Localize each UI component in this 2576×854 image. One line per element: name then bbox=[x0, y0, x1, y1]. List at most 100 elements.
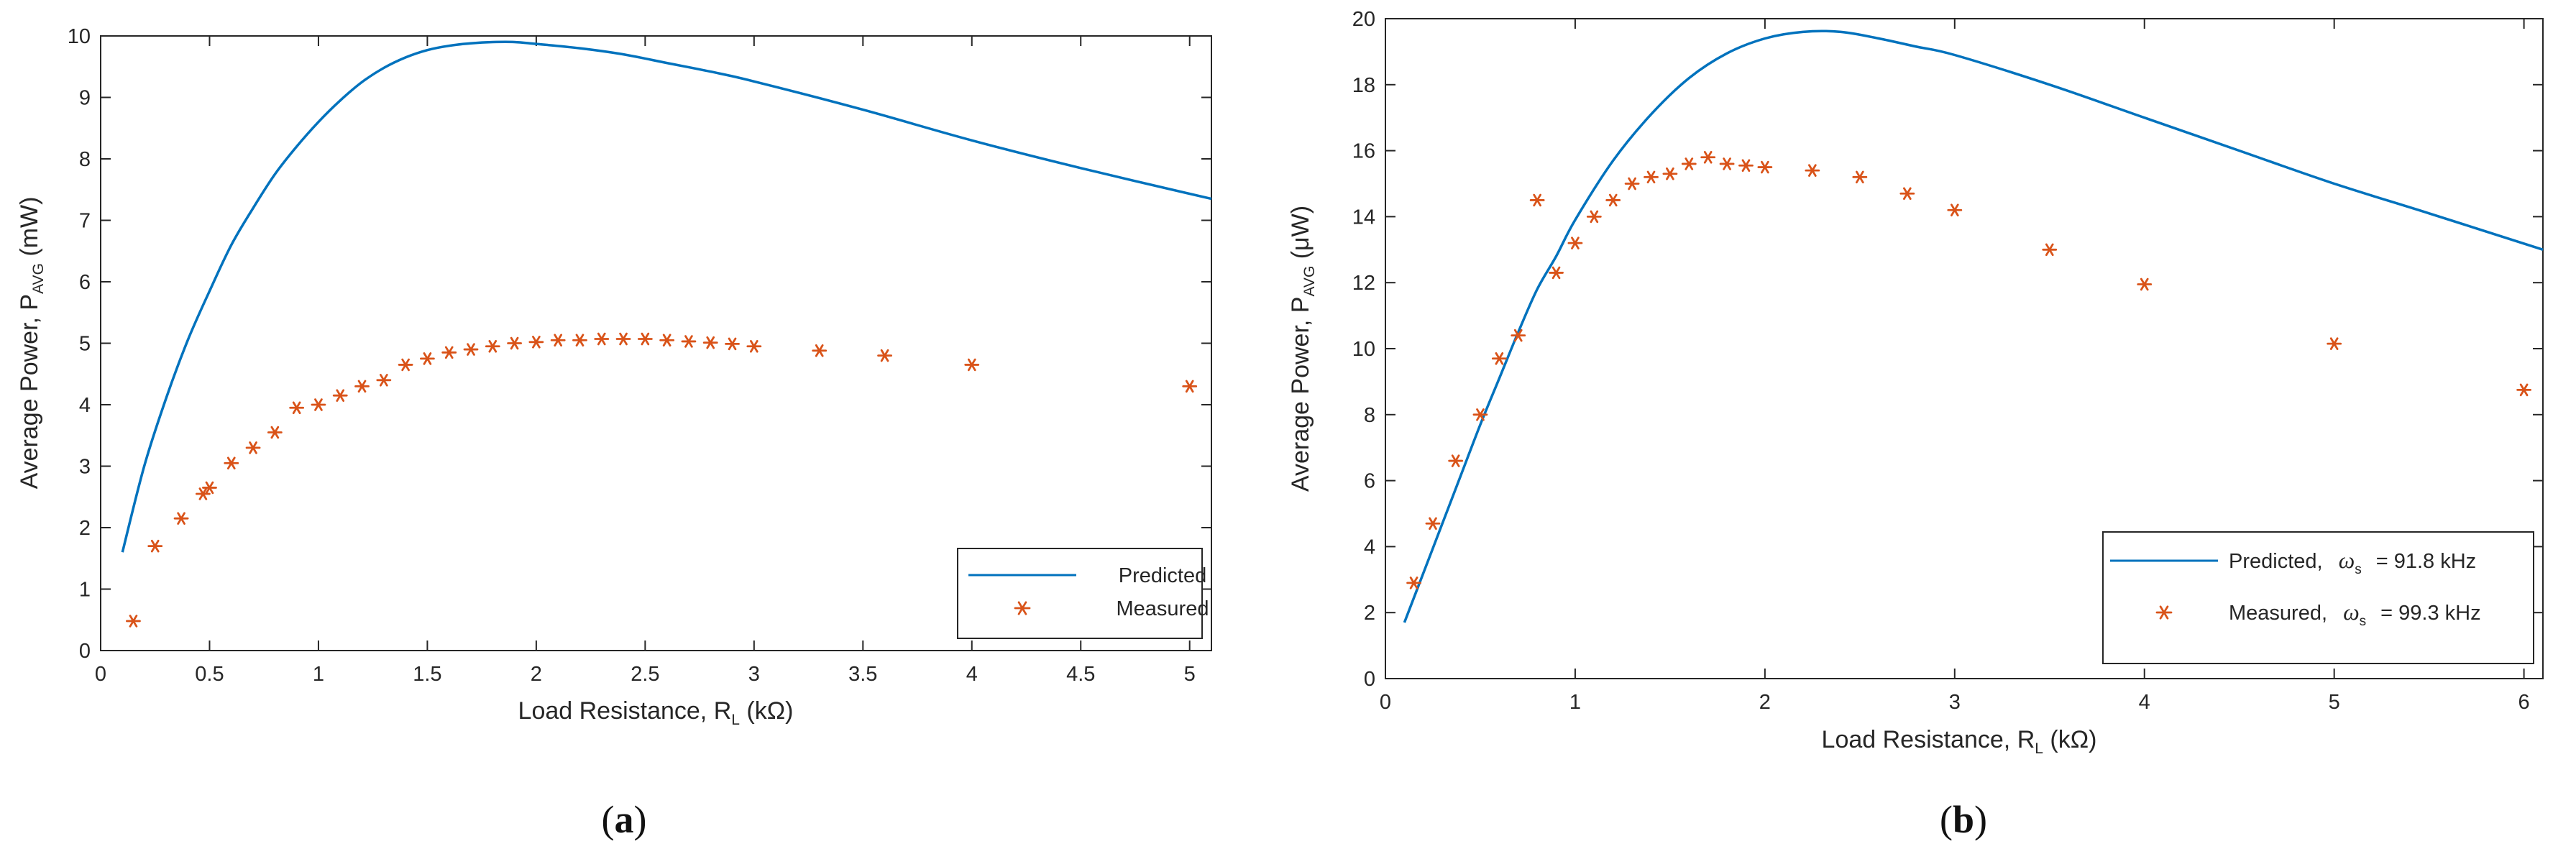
measured-point bbox=[1586, 210, 1602, 224]
measured-point bbox=[1947, 203, 1963, 217]
measured-markers-b bbox=[1406, 150, 2532, 589]
measured-point bbox=[485, 339, 500, 353]
x-tick-label: 3 bbox=[1949, 691, 1961, 714]
measured-point bbox=[224, 456, 239, 470]
measured-point bbox=[1681, 157, 1697, 170]
y-tick-label: 4 bbox=[1364, 536, 1375, 559]
y-tick-label: 10 bbox=[68, 25, 91, 48]
measured-point bbox=[1719, 157, 1735, 170]
legend-label-measured-a: Measured bbox=[1117, 597, 1209, 620]
measured-point bbox=[1624, 177, 1640, 190]
measured-point bbox=[1700, 150, 1716, 164]
x-tick-labels-b: 0 1 2 3 4 5 6 bbox=[1380, 691, 2530, 714]
y-axis-label-b: Average Power, PAVG (μW) bbox=[1287, 206, 1318, 492]
y-tick-label: 10 bbox=[1352, 338, 1375, 361]
x-tick-label: 6 bbox=[2518, 691, 2530, 714]
x-tick-label: 5 bbox=[2329, 691, 2340, 714]
measured-point bbox=[702, 336, 718, 349]
y-tick-labels-a: 0 1 2 3 4 5 6 7 8 9 10 bbox=[68, 25, 91, 663]
x-axis-label-b: Load Resistance, RL (kΩ) bbox=[1822, 726, 2097, 757]
y-tick-label: 14 bbox=[1352, 206, 1375, 229]
y-tick-label: 6 bbox=[79, 271, 91, 294]
measured-markers-a bbox=[126, 332, 1198, 628]
y-tick-label: 5 bbox=[79, 333, 91, 356]
measured-point bbox=[507, 336, 522, 350]
x-tick-label: 4 bbox=[966, 663, 978, 686]
measured-point bbox=[311, 398, 326, 411]
measured-point bbox=[1182, 380, 1198, 393]
measured-point bbox=[746, 339, 762, 353]
x-tick-label: 0 bbox=[95, 663, 106, 686]
legend-label-predicted-b: Predicted, ωs = 91.8 kHz bbox=[2229, 547, 2476, 577]
x-tick-label: 4 bbox=[2139, 691, 2150, 714]
y-tick-label: 2 bbox=[1364, 602, 1375, 625]
y-tick-label: 8 bbox=[79, 148, 91, 171]
caption-b: (b) bbox=[1940, 798, 1987, 841]
measured-point bbox=[1805, 164, 1820, 177]
measured-point bbox=[550, 334, 566, 347]
measured-point bbox=[964, 358, 980, 372]
measured-point bbox=[594, 332, 610, 346]
measured-point bbox=[1491, 352, 1507, 365]
measured-point bbox=[398, 358, 413, 372]
legend-a: Predicted Measured bbox=[957, 548, 1209, 639]
legend-label-predicted-a: Predicted bbox=[1119, 564, 1207, 587]
measured-point bbox=[289, 401, 305, 415]
legend-label-measured-b: Measured, ωs = 99.3 kHz bbox=[2229, 599, 2481, 629]
measured-point bbox=[1529, 193, 1545, 207]
measured-point bbox=[441, 346, 457, 359]
measured-point bbox=[1757, 160, 1773, 174]
y-tick-label: 6 bbox=[1364, 470, 1375, 493]
measured-point bbox=[615, 332, 631, 346]
measured-point bbox=[637, 332, 653, 346]
measured-point bbox=[202, 481, 217, 495]
y-tick-label: 7 bbox=[79, 210, 91, 233]
measured-point bbox=[126, 615, 141, 628]
x-tick-labels-a: 0 0.5 1 1.5 2 2.5 3 3.5 4 4.5 5 bbox=[95, 663, 1196, 686]
measured-point bbox=[267, 426, 283, 439]
measured-point bbox=[2042, 243, 2058, 257]
y-tick-label: 0 bbox=[1364, 668, 1375, 691]
y-tick-labels-b: 0 2 4 6 8 10 12 14 16 18 20 bbox=[1352, 8, 1375, 691]
measured-point bbox=[1567, 237, 1583, 249]
axis-ticks-b bbox=[1385, 18, 2543, 679]
x-tick-label: 3.5 bbox=[848, 663, 877, 686]
measured-point bbox=[332, 389, 348, 402]
legend-measured-marker-b bbox=[2155, 605, 2173, 620]
measured-point bbox=[2137, 277, 2153, 291]
measured-point bbox=[1662, 167, 1678, 180]
y-tick-label: 2 bbox=[79, 517, 91, 540]
legend-b: Predicted, ωs = 91.8 kHz Measured, ωs = 99… bbox=[2102, 531, 2534, 664]
x-tick-label: 3 bbox=[748, 663, 760, 686]
x-tick-label: 1 bbox=[313, 663, 324, 686]
measured-point bbox=[1549, 266, 1564, 280]
measured-point bbox=[528, 336, 544, 349]
y-tick-label: 18 bbox=[1352, 74, 1375, 97]
predicted-line-b bbox=[1403, 29, 2544, 623]
x-tick-label: 5 bbox=[1184, 663, 1196, 686]
y-tick-label: 4 bbox=[79, 394, 91, 417]
caption-a: (a) bbox=[602, 798, 647, 841]
y-tick-label: 20 bbox=[1352, 8, 1375, 31]
measured-point bbox=[877, 349, 892, 362]
measured-point bbox=[354, 380, 370, 393]
measured-point bbox=[195, 487, 211, 500]
measured-point bbox=[1425, 517, 1441, 531]
measured-point bbox=[572, 334, 587, 347]
x-tick-label: 4.5 bbox=[1066, 663, 1095, 686]
predicted-line-a bbox=[121, 40, 1212, 553]
axis-ticks-a bbox=[100, 35, 1211, 651]
measured-point bbox=[2327, 337, 2342, 350]
y-axis-label-a: Average Power, PAVG (mW) bbox=[16, 197, 47, 490]
x-tick-label: 2 bbox=[531, 663, 542, 686]
measured-point bbox=[245, 441, 261, 454]
y-tick-label: 3 bbox=[79, 456, 91, 479]
measured-point bbox=[1605, 193, 1621, 207]
x-tick-label: 0.5 bbox=[195, 663, 224, 686]
measured-point bbox=[463, 343, 479, 356]
chart-panel-a: 0 1 2 3 4 5 6 7 8 9 10 0 0.5 1 1.5 2 2.5 3 3.5 4 4.5 5 Load … bbox=[16, 25, 1212, 728]
measured-point bbox=[681, 335, 697, 348]
legend-measured-marker-a bbox=[1014, 601, 1031, 615]
